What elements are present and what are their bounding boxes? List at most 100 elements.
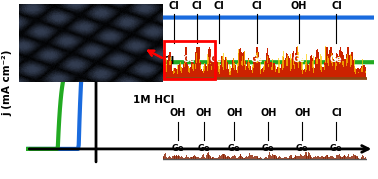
Bar — [343, 55, 344, 78]
Bar — [218, 156, 219, 159]
Bar — [210, 49, 211, 78]
Text: Cl: Cl — [331, 1, 342, 11]
Bar — [267, 49, 268, 78]
Bar — [273, 63, 274, 78]
Bar — [192, 64, 193, 69]
Bar — [304, 155, 305, 159]
Bar — [313, 67, 314, 78]
Bar — [346, 54, 347, 78]
Bar — [217, 158, 218, 159]
Bar — [245, 61, 246, 78]
Bar — [196, 47, 197, 78]
Bar — [162, 158, 163, 159]
Bar — [362, 66, 363, 78]
Bar — [245, 157, 246, 159]
Bar — [361, 157, 362, 159]
Bar — [228, 69, 229, 78]
Bar — [194, 64, 195, 78]
Bar — [275, 155, 276, 159]
Bar — [287, 55, 288, 66]
Bar — [277, 67, 278, 78]
Bar — [283, 158, 284, 159]
Bar — [332, 53, 333, 78]
Bar — [211, 61, 212, 78]
Bar — [211, 158, 212, 159]
Bar — [173, 156, 174, 159]
Bar — [354, 155, 355, 159]
Text: Cl: Cl — [214, 1, 225, 11]
Bar — [322, 156, 323, 159]
Bar — [267, 158, 268, 159]
Bar — [249, 62, 250, 78]
Bar — [299, 156, 300, 159]
Bar — [207, 63, 208, 78]
Bar — [354, 59, 355, 72]
Bar — [272, 155, 273, 159]
Bar — [241, 61, 242, 65]
Bar — [199, 158, 200, 159]
Bar — [334, 158, 335, 159]
Bar — [263, 64, 264, 78]
Bar — [213, 56, 214, 78]
Text: Ge: Ge — [171, 144, 184, 153]
Bar — [293, 51, 294, 78]
Bar — [233, 59, 234, 78]
Bar — [225, 156, 226, 159]
Bar — [259, 158, 260, 159]
Bar — [224, 154, 225, 159]
Bar — [302, 156, 303, 159]
Bar — [241, 156, 242, 159]
Bar — [197, 157, 198, 159]
Bar — [166, 59, 167, 72]
Bar — [269, 152, 270, 159]
Bar — [252, 65, 253, 73]
Bar — [188, 66, 189, 78]
Bar — [350, 55, 351, 78]
Bar — [312, 61, 313, 68]
Bar — [246, 156, 247, 159]
Text: j (mA cm⁻²): j (mA cm⁻²) — [3, 50, 12, 116]
Bar — [340, 47, 341, 78]
Bar — [355, 68, 356, 74]
Bar — [215, 63, 216, 72]
Bar — [212, 63, 213, 67]
Bar — [242, 158, 243, 159]
Bar — [255, 61, 256, 68]
Bar — [206, 155, 207, 159]
Bar — [271, 67, 272, 70]
Bar — [302, 69, 303, 78]
Bar — [312, 158, 313, 159]
Bar — [330, 156, 331, 159]
Bar — [166, 157, 167, 159]
Bar — [307, 64, 308, 78]
Bar — [167, 158, 168, 159]
Bar — [232, 60, 233, 78]
Bar — [310, 155, 311, 159]
Bar — [350, 54, 351, 67]
Bar — [313, 157, 314, 159]
Bar — [174, 156, 175, 159]
Bar — [230, 158, 231, 159]
Bar — [347, 47, 348, 78]
Bar — [306, 63, 307, 78]
Bar — [189, 158, 190, 159]
Bar — [351, 156, 352, 159]
Text: Ge: Ge — [198, 144, 211, 153]
Bar — [264, 158, 265, 159]
Bar — [287, 54, 288, 78]
Bar — [225, 58, 226, 78]
Bar — [203, 66, 204, 73]
Bar — [200, 158, 201, 159]
Bar — [194, 155, 195, 159]
Bar — [286, 58, 287, 66]
Bar — [277, 158, 278, 159]
Bar — [290, 155, 291, 159]
Bar — [327, 51, 328, 78]
Bar — [169, 52, 170, 78]
Bar — [316, 59, 317, 64]
Bar — [362, 59, 363, 72]
Bar — [334, 158, 335, 159]
Bar — [250, 66, 251, 78]
Bar — [167, 158, 168, 159]
Bar — [336, 53, 337, 78]
